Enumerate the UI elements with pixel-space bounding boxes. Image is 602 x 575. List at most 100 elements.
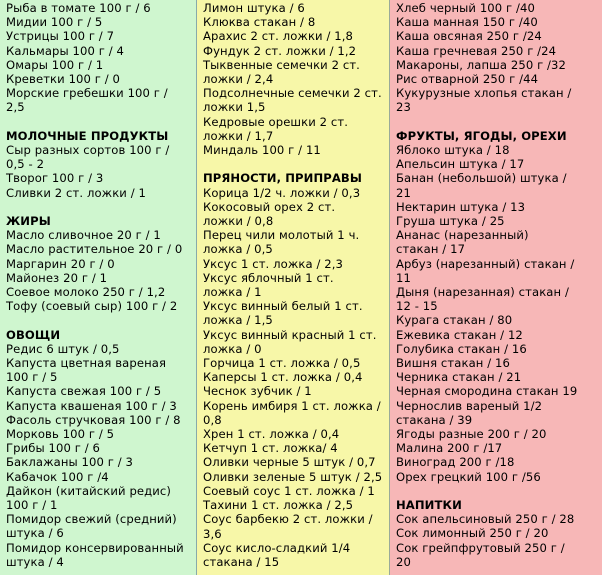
food-entry: Омары 100 г / 1 bbox=[6, 57, 104, 72]
food-entry: Чернослив вареный 1/2 bbox=[396, 398, 543, 413]
food-entry: Морские гребешки 100 г / bbox=[6, 86, 168, 101]
food-entry: Орех грецкий 100 г /56 bbox=[396, 469, 541, 484]
food-entry: Уксус яблочный 1 ст. bbox=[203, 270, 334, 285]
spacer bbox=[6, 200, 192, 214]
food-entry: Дыня (нарезанная) стакан / bbox=[396, 285, 569, 300]
food-entry: 20 bbox=[396, 554, 411, 569]
food-entry: ложка / 1,5 bbox=[203, 313, 273, 328]
food-entry: Уксус 1 ст. ложка / 2,3 bbox=[203, 256, 343, 271]
food-entry: Корица 1/2 ч. ложки / 0,3 bbox=[203, 185, 361, 200]
food-entry: Кокосовый орех 2 ст. bbox=[203, 199, 336, 214]
food-entry: Кабачок 100 г /4 bbox=[6, 469, 109, 484]
food-entry: Сыр разных сортов 100 г / bbox=[6, 143, 170, 158]
food-entry: Лимон штука / 6 bbox=[203, 1, 305, 15]
food-entry: 100 г / 5 bbox=[6, 370, 58, 385]
food-entry: Малина 200 г /17 bbox=[396, 441, 503, 456]
food-entry: Капуста цветная вареная bbox=[6, 356, 167, 371]
food-entry: Яблоко штука / 18 bbox=[396, 143, 510, 158]
food-entry: Соевое молоко 250 г / 1,2 bbox=[6, 285, 166, 300]
food-entry: Рис отварной 250 г /44 bbox=[396, 72, 539, 87]
food-entry: Каперсы 1 ст. ложка / 0,4 bbox=[203, 370, 363, 385]
section-heading: МОЛОЧНЫЕ ПРОДУКТЫ bbox=[6, 128, 169, 143]
food-entry: 100 г / 1 bbox=[6, 498, 58, 513]
food-entry: стакан / 17 bbox=[396, 242, 466, 257]
section-heading: ПРЯНОСТИ, ПРИПРАВЫ bbox=[203, 171, 362, 186]
food-entry: Сок грейпфрутовый 250 г / bbox=[396, 540, 565, 555]
food-entry: Морковь 100 г / 5 bbox=[6, 427, 115, 442]
food-entry: Фасоль стручковая 100 г / 8 bbox=[6, 412, 181, 427]
food-entry: стакана / 39 bbox=[396, 412, 473, 427]
food-entry: 23 bbox=[396, 100, 411, 115]
food-entry: Каша гречневая 250 г /24 bbox=[396, 43, 557, 58]
food-entry: Фундук 2 ст. ложки / 1,2 bbox=[203, 43, 357, 58]
food-entry: ложки / 1,7 bbox=[203, 128, 274, 143]
food-entry: Рыба в томате 100 г / 6 bbox=[6, 1, 151, 15]
food-entry: Каша манная 150 г /40 bbox=[396, 15, 538, 30]
food-entry: Тыквенные семечки 2 ст. bbox=[203, 57, 360, 72]
food-entry: Капуста квашеная 100 г / 3 bbox=[6, 398, 177, 413]
food-entry: Банан (небольшой) штука / bbox=[396, 171, 567, 186]
food-entry: ложка / 0 bbox=[203, 341, 262, 356]
food-entry: Горчица 1 ст. ложка / 0,5 bbox=[203, 356, 361, 371]
section-heading: ЖИРЫ bbox=[6, 214, 51, 229]
food-entry: Кукурузные хлопья стакан / bbox=[396, 86, 572, 101]
food-entry: ложки / 2,4 bbox=[203, 72, 274, 87]
food-entry: Ягоды разные 200 г / 20 bbox=[396, 427, 547, 442]
food-entry: 11 bbox=[396, 270, 411, 285]
food-entry: Соус кисло-сладкий 1/4 bbox=[203, 540, 351, 555]
spacer bbox=[6, 313, 192, 327]
food-entry: 21 bbox=[396, 185, 411, 200]
food-entry: Дайкон (китайский редис) bbox=[6, 483, 171, 498]
food-entry: Сливки 2 ст. ложки / 1 bbox=[6, 185, 146, 200]
section-heading: ФРУКТЫ, ЯГОДЫ, ОРЕХИ bbox=[396, 128, 567, 143]
food-entry: 0,8 bbox=[203, 412, 222, 427]
food-entry: Масло растительное 20 г / 0 bbox=[6, 242, 183, 257]
food-entry: Перец чили молотый 1 ч. bbox=[203, 228, 360, 243]
food-entry: Каша овсяная 250 г /24 bbox=[396, 29, 542, 44]
food-entry: Сок лимонный 250 г / 20 bbox=[396, 526, 549, 541]
food-entry: Маргарин 20 г / 0 bbox=[6, 256, 115, 271]
food-entry: Макароны, лапша 250 г /32 bbox=[396, 57, 567, 72]
food-entry: Креветки 100 г / 0 bbox=[6, 72, 121, 87]
spacer bbox=[6, 115, 192, 129]
food-entry: Апельсин штука / 17 bbox=[396, 157, 525, 172]
column-proteins-dairy-fats-vegetables: Рыба в томате 100 г / 6 Мидии 100 г / 5 Ус… bbox=[0, 0, 197, 575]
food-entry: Оливки зеленые 5 штук / 2,5 bbox=[203, 469, 383, 484]
spacer bbox=[396, 484, 598, 498]
food-entry: Помидор консервированный bbox=[6, 540, 184, 555]
food-entry: Масло сливочное 20 г / 1 bbox=[6, 228, 161, 243]
food-entry: Соус барбекю 2 ст. ложки / bbox=[203, 512, 373, 527]
food-entry: 2,5 bbox=[6, 100, 25, 115]
food-entry: 12 - 15 bbox=[396, 299, 438, 314]
food-entry: Редис 6 штук / 0,5 bbox=[6, 341, 120, 356]
food-entry: Оливки черные 5 штук / 0,7 bbox=[203, 455, 376, 470]
food-entry: Арахис 2 ст. ложки / 1,8 bbox=[203, 29, 354, 44]
food-entry: 0,5 - 2 bbox=[6, 157, 45, 172]
food-entry: Соевый соус 1 ст. ложка / 1 bbox=[203, 483, 375, 498]
food-entry: Миндаль 100 г / 11 bbox=[203, 143, 321, 158]
food-entry: Клюква стакан / 8 bbox=[203, 15, 316, 30]
food-entry: ложки / 0,8 bbox=[203, 214, 274, 229]
food-entry: Кетчуп 1 ст. ложка/ 4 bbox=[203, 441, 338, 456]
food-entry: стакана / 15 bbox=[203, 554, 280, 569]
food-entry: Тофу (соевый сыр) 100 г / 2 bbox=[6, 299, 178, 314]
food-entry: Уксус винный красный 1 ст. bbox=[203, 327, 377, 342]
food-entry: Голубика стакан / 16 bbox=[396, 341, 527, 356]
food-entry: ложки 1,5 bbox=[203, 100, 266, 115]
food-entry: Сок апельсиновый 250 г / 28 bbox=[396, 512, 575, 527]
food-entry: Баклажаны 100 г / 3 bbox=[6, 455, 134, 470]
food-entry: Подсолнечные семечки 2 ст. bbox=[203, 86, 382, 101]
food-entry: Арбуз (нарезанный) стакан / bbox=[396, 256, 575, 271]
food-entry: Виноград 200 г /18 bbox=[396, 455, 515, 470]
column-fruits-nuts-spices: Лимон штука / 6 Клюква стакан / 8 Арахис 2… bbox=[197, 0, 390, 575]
food-entry: Груша штука / 25 bbox=[396, 214, 505, 229]
food-entry: Нектарин штука / 13 bbox=[396, 199, 526, 214]
food-entry: Ананас (нарезанный) bbox=[396, 228, 529, 243]
food-entry: штука / 6 bbox=[6, 526, 64, 541]
food-entry: Тахини 1 ст. ложка / 2,5 bbox=[203, 498, 354, 513]
food-entry: Мидии 100 г / 5 bbox=[6, 15, 103, 30]
food-entry: Вишня стакан / 16 bbox=[396, 356, 510, 371]
food-entry: Помидор свежий (средний) bbox=[6, 512, 177, 527]
food-entry: Капуста свежая 100 г / 5 bbox=[6, 384, 162, 399]
